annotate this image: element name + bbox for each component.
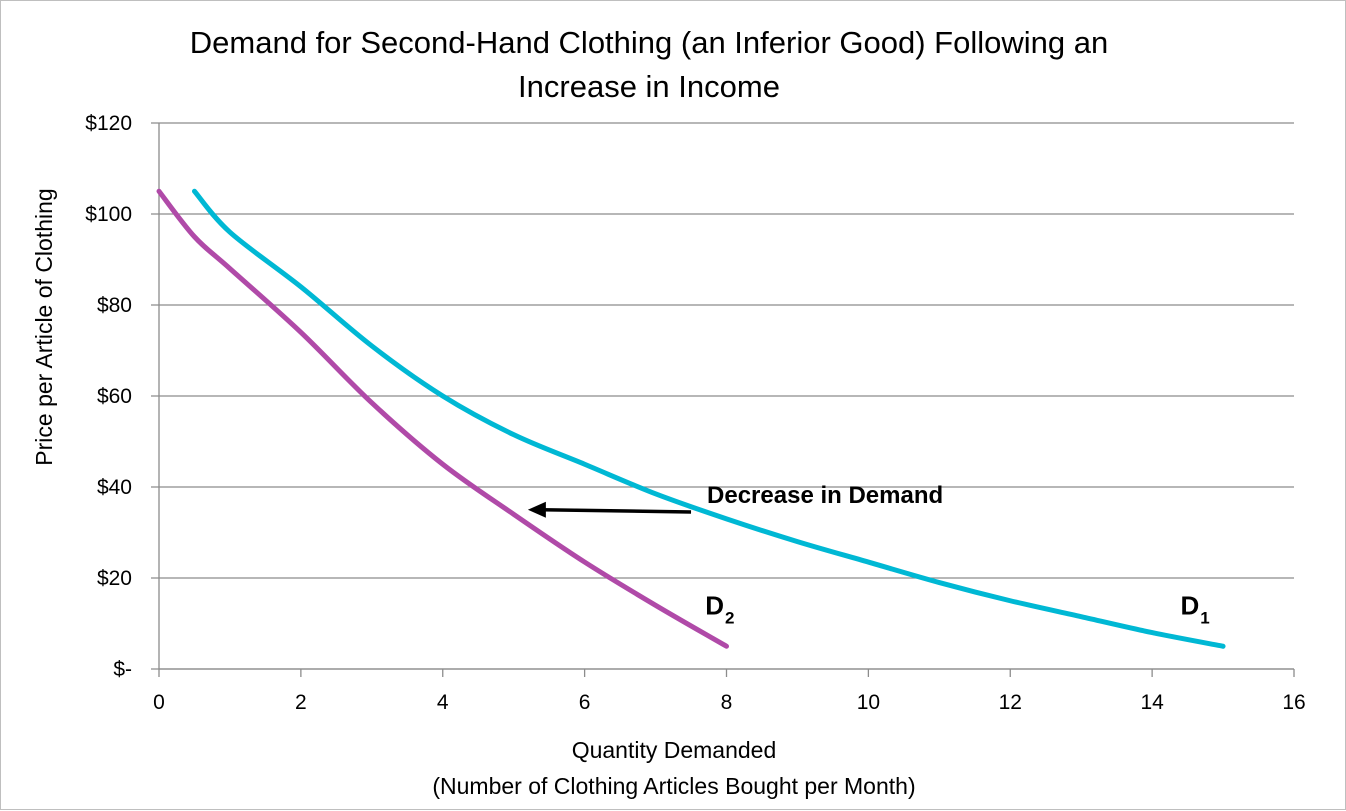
annotation-arrow-head-0 xyxy=(527,501,546,518)
series-line-d2 xyxy=(156,188,729,649)
x-tick-label-6: 6 xyxy=(579,691,591,714)
x-tick-label-0: 0 xyxy=(153,691,165,714)
y-tick-label-20: $20 xyxy=(97,567,132,590)
y-tick-labels: $- $20 $40 $60 $80 $100 $120 xyxy=(85,112,132,681)
curve-label-d1: D1 xyxy=(1181,590,1210,627)
annotation-text-0: Decrease in Demand xyxy=(707,482,943,509)
x-tick-label-10: 10 xyxy=(857,691,880,714)
x-axis-label-line-1: Quantity Demanded xyxy=(572,737,777,763)
x-tick-label-8: 8 xyxy=(721,691,733,714)
y-tick-label-100: $100 xyxy=(85,203,132,226)
curve-label-subscript-d1: 1 xyxy=(1200,608,1209,627)
y-tick-label-60: $60 xyxy=(97,385,132,408)
y-tick-label-120: $120 xyxy=(85,112,132,135)
annotations: D1 D2 Decrease in Demand xyxy=(527,482,1210,627)
annotation-arrow-shaft-0 xyxy=(541,508,692,514)
y-tick-label-0: $- xyxy=(113,658,132,681)
y-axis-label: Price per Article of Clothing xyxy=(31,188,57,465)
series-line-d1 xyxy=(191,188,1226,649)
x-axis-label-line-2: (Number of Clothing Articles Bought per … xyxy=(432,773,915,799)
chart-title-line-2: Increase in Income xyxy=(518,69,780,104)
gridlines xyxy=(151,122,1294,670)
curve-label-subscript-d2: 2 xyxy=(725,608,734,627)
axes xyxy=(158,123,1295,677)
series-lines xyxy=(156,188,1226,649)
x-tick-label-4: 4 xyxy=(437,691,449,714)
x-tick-label-14: 14 xyxy=(1140,691,1164,714)
x-tick-labels: 0 2 4 6 8 10 12 14 16 xyxy=(153,691,1306,714)
x-tick-label-2: 2 xyxy=(295,691,307,714)
y-tick-label-40: $40 xyxy=(97,476,132,499)
y-tick-label-80: $80 xyxy=(97,294,132,317)
x-tick-label-12: 12 xyxy=(999,691,1022,714)
curve-label-d2: D2 xyxy=(705,590,734,627)
x-tick-label-16: 16 xyxy=(1282,691,1305,714)
chart-title-line-1: Demand for Second-Hand Clothing (an Infe… xyxy=(190,25,1108,60)
